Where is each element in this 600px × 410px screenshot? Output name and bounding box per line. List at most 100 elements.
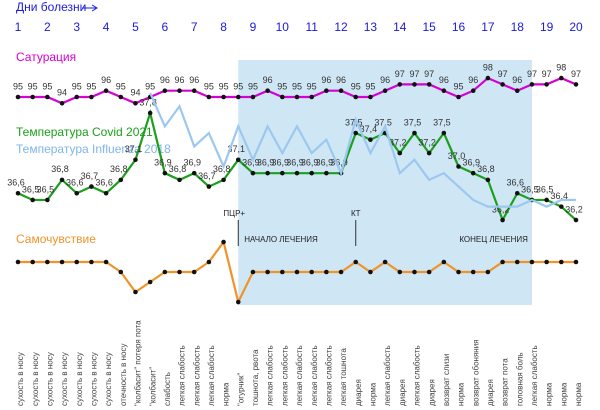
point <box>309 94 314 100</box>
point <box>250 94 256 100</box>
annotation: НАЧАЛО ЛЕЧЕНИЯ <box>244 235 318 244</box>
point <box>103 190 109 196</box>
point <box>441 259 447 265</box>
data-label: 96 <box>468 75 478 85</box>
data-label: 97 <box>542 69 552 79</box>
data-label: 95 <box>72 81 82 91</box>
data-label: 37,5 <box>374 117 392 127</box>
data-label: 36,5 <box>37 184 55 194</box>
data-label: 95 <box>204 81 214 91</box>
point <box>544 82 549 87</box>
symptom-label: диарея <box>486 379 495 406</box>
data-label: 97 <box>395 69 405 79</box>
data-label: 95 <box>86 81 96 91</box>
symptom-label: норма <box>369 382 378 406</box>
point <box>397 150 403 156</box>
point <box>529 82 535 87</box>
point <box>309 170 314 176</box>
symptom-label: легкая тошнота <box>339 348 348 406</box>
point <box>397 82 403 87</box>
point <box>441 130 447 136</box>
data-label: 36,9 <box>330 158 348 168</box>
point <box>529 259 535 265</box>
symptom-label: легкая слабость <box>413 345 422 406</box>
symptom-label: легкая слабость <box>266 345 275 406</box>
symptom-label: возврат пота <box>501 358 510 406</box>
data-label: 36,9 <box>316 158 334 168</box>
data-label: 36,8 <box>169 164 187 174</box>
symptom-label: возврат обоняния <box>471 339 480 406</box>
point <box>89 259 94 265</box>
point <box>221 239 226 245</box>
point <box>103 259 109 265</box>
data-label: 37,5 <box>404 117 422 127</box>
x-tick-label: 2 <box>44 20 51 34</box>
data-label: 97 <box>527 69 537 79</box>
point <box>30 259 35 265</box>
point <box>59 177 65 183</box>
symptom-label: "огурчик" <box>236 372 245 406</box>
point <box>30 197 35 203</box>
data-label: 36,9 <box>154 158 172 168</box>
symptom-label: легкая слабость <box>295 345 304 406</box>
point <box>500 217 505 223</box>
data-label: 96 <box>380 75 390 85</box>
data-label: 95 <box>28 81 38 91</box>
point <box>470 170 476 176</box>
symptom-label: головная боль <box>515 352 524 406</box>
symptom-label: легкая слабость <box>383 345 392 406</box>
data-label: 36,9 <box>242 158 260 168</box>
data-label: 36,9 <box>272 158 290 168</box>
point <box>45 94 50 100</box>
symptom-label: легкая слабость <box>192 345 201 406</box>
point <box>309 269 314 275</box>
symptom-label: сухость в носу <box>45 352 54 406</box>
point <box>235 299 241 305</box>
data-label: 37,8 <box>139 97 157 107</box>
data-label: 36,9 <box>462 158 480 168</box>
data-label: 95 <box>365 81 375 91</box>
x-tick-label: 20 <box>569 20 583 34</box>
point <box>89 94 94 100</box>
point <box>133 289 138 295</box>
point <box>544 197 549 203</box>
data-label: 96 <box>512 75 522 85</box>
symptom-label: легкая слабость <box>280 345 289 406</box>
point <box>133 157 138 163</box>
point <box>118 269 124 275</box>
point <box>441 88 447 93</box>
point <box>397 269 403 275</box>
x-axis-label: Дни болезни <box>16 0 86 14</box>
point <box>573 82 579 87</box>
symptom-label: норма <box>222 382 231 406</box>
data-label: 95 <box>277 81 287 91</box>
point <box>353 130 359 136</box>
point <box>456 269 461 275</box>
point <box>470 269 476 275</box>
point <box>74 94 80 100</box>
point <box>74 190 80 196</box>
point <box>280 170 285 176</box>
x-tick-label: 12 <box>334 20 348 34</box>
point <box>559 259 564 265</box>
data-label: 97 <box>409 69 419 79</box>
symptom-label: диарея <box>354 379 363 406</box>
point <box>338 88 344 93</box>
data-label: 94 <box>130 88 140 98</box>
data-label: 97 <box>424 69 434 79</box>
data-label: 36,5 <box>536 184 554 194</box>
data-label: 96 <box>189 75 199 85</box>
x-tick-label: 9 <box>250 20 257 34</box>
data-label: 36,8 <box>110 164 128 174</box>
annotation: ПЦР+ <box>223 209 245 218</box>
point <box>191 170 197 176</box>
point <box>118 177 124 183</box>
x-tick-label: 13 <box>364 20 378 34</box>
point <box>221 94 226 100</box>
point <box>426 150 432 156</box>
data-label: 37,4 <box>360 124 378 134</box>
symptom-label: норма <box>457 382 466 406</box>
data-label: 36,6 <box>66 178 84 188</box>
point <box>559 204 564 209</box>
legend-label: Температура Influenza 2018 <box>16 142 171 156</box>
